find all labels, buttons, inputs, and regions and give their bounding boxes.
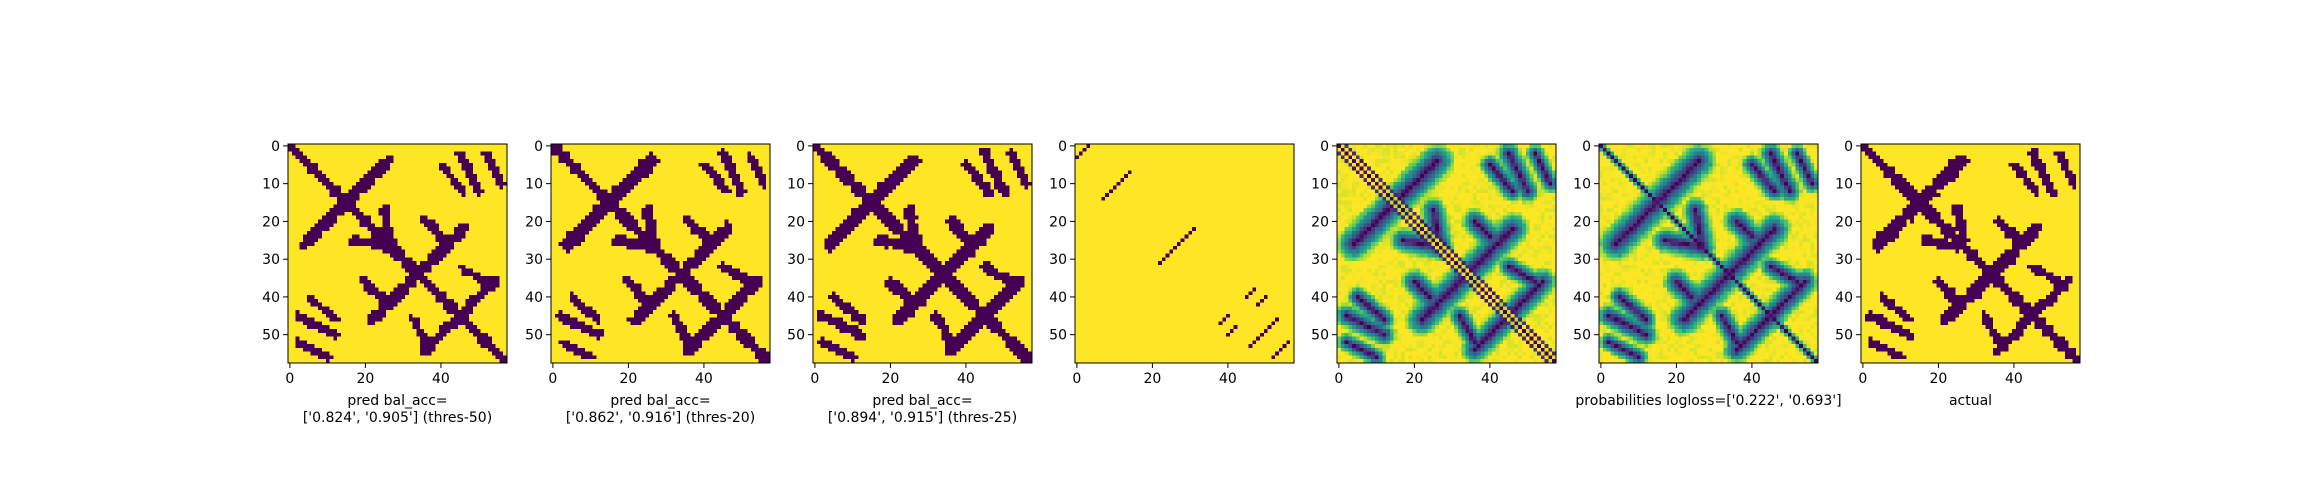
y-tick-label: 50: [1835, 328, 1853, 344]
y-tick-label: 20: [525, 214, 543, 230]
y-tick-label: 0: [271, 139, 280, 155]
heatmap-panel-p5: 0 20 40 0 10 20 30 40 50: [1311, 139, 1557, 387]
x-tick-label: 40: [1743, 371, 1761, 387]
x-tick-label: 0: [548, 371, 557, 387]
x-tick-label: 40: [432, 371, 450, 387]
y-tick-label: 0: [1320, 139, 1329, 155]
y-tick-label: 50: [525, 328, 543, 344]
panel-caption-line: probabilities logloss=['0.222', '0.693']: [1575, 393, 1841, 409]
x-tick-label: 40: [1481, 371, 1499, 387]
y-tick-label: 0: [1844, 139, 1853, 155]
y-tick-label: 40: [1835, 290, 1853, 306]
x-tick-label: 20: [1929, 371, 1947, 387]
x-tick-label: 20: [1143, 371, 1161, 387]
x-tick-label: 20: [619, 371, 637, 387]
x-tick-label: 0: [285, 371, 294, 387]
heatmap-cells: [813, 144, 1033, 364]
panel-caption-line: pred bal_acc=: [610, 393, 710, 409]
y-tick-label: 20: [1311, 214, 1329, 230]
axes-frame: [550, 143, 771, 364]
y-tick-label: 30: [1311, 252, 1329, 268]
axes-frame: [1598, 143, 1819, 364]
y-tick-label: 30: [1049, 252, 1067, 268]
y-tick-label: 0: [1058, 139, 1067, 155]
y-tick-label: 20: [787, 214, 805, 230]
panel-caption-line: ['0.824', '0.905'] (thres-50): [303, 410, 492, 426]
y-tick-label: 30: [1835, 252, 1853, 268]
y-tick-label: 10: [1049, 177, 1067, 193]
y-tick-label: 10: [1573, 177, 1591, 193]
y-tick-label: 50: [787, 328, 805, 344]
y-tick-label: 40: [525, 290, 543, 306]
axes-frame: [812, 143, 1033, 364]
y-tick-label: 50: [262, 328, 280, 344]
x-tick-label: 20: [881, 371, 899, 387]
axes-frame: [287, 143, 508, 364]
y-tick-label: 30: [262, 252, 280, 268]
x-tick-label: 40: [695, 371, 713, 387]
x-tick-label: 0: [810, 371, 819, 387]
heatmap-cells: [1337, 144, 1557, 364]
x-tick-label: 40: [2005, 371, 2023, 387]
x-tick-label: 0: [1334, 371, 1343, 387]
y-tick-label: 50: [1049, 328, 1067, 344]
x-tick-label: 20: [1667, 371, 1685, 387]
y-tick-label: 40: [262, 290, 280, 306]
heatmap-cells: [288, 144, 508, 364]
x-tick-label: 20: [356, 371, 374, 387]
y-tick-label: 40: [787, 290, 805, 306]
y-tick-label: 0: [1582, 139, 1591, 155]
heatmap-cells: [1599, 144, 1819, 364]
x-tick-label: 40: [957, 371, 975, 387]
heatmap-panel-p3: 0 20 40 0 10 20 30 40 50 pred bal_acc=['0.894', '…: [787, 139, 1033, 426]
x-tick-label: 0: [1858, 371, 1867, 387]
panel-caption-line: actual: [1949, 393, 1992, 409]
axes-frame: [1860, 143, 2081, 364]
y-tick-label: 50: [1573, 328, 1591, 344]
y-tick-label: 10: [787, 177, 805, 193]
heatmap-panel-p6: 0 20 40 0 10 20 30 40 50 probabilities logloss=['…: [1573, 139, 1841, 409]
axes-frame: [1336, 143, 1557, 364]
y-tick-label: 10: [262, 177, 280, 193]
heatmap-panel-p4: 0 20 40 0 10 20 30 40 50: [1049, 139, 1295, 387]
heatmap-cells: [1075, 144, 1295, 364]
y-tick-label: 20: [1049, 214, 1067, 230]
y-tick-label: 0: [796, 139, 805, 155]
y-tick-label: 50: [1311, 328, 1329, 344]
heatmap-panel-p7: 0 20 40 0 10 20 30 40 50 actual: [1835, 139, 2081, 409]
y-tick-label: 30: [525, 252, 543, 268]
x-tick-label: 0: [1596, 371, 1605, 387]
x-tick-label: 40: [1219, 371, 1237, 387]
y-tick-label: 20: [1835, 214, 1853, 230]
panel-caption-line: ['0.862', '0.916'] (thres-20): [566, 410, 755, 426]
y-tick-label: 10: [1311, 177, 1329, 193]
y-tick-label: 10: [1835, 177, 1853, 193]
x-tick-label: 20: [1405, 371, 1423, 387]
heatmap-panel-p2: 0 20 40 0 10 20 30 40 50 pred bal_acc=['0.862', '…: [525, 139, 771, 426]
y-tick-label: 0: [534, 139, 543, 155]
panel-caption-line: ['0.894', '0.915'] (thres-25): [828, 410, 1017, 426]
y-tick-label: 40: [1573, 290, 1591, 306]
heatmap-cells: [1861, 144, 2081, 364]
panel-caption-line: pred bal_acc=: [347, 393, 447, 409]
y-tick-label: 40: [1311, 290, 1329, 306]
panel-caption-line: pred bal_acc=: [872, 393, 972, 409]
y-tick-label: 30: [787, 252, 805, 268]
y-tick-label: 20: [262, 214, 280, 230]
y-tick-label: 20: [1573, 214, 1591, 230]
x-tick-label: 0: [1072, 371, 1081, 387]
axes-frame: [1074, 143, 1295, 364]
y-tick-label: 30: [1573, 252, 1591, 268]
heatmap-cells: [551, 144, 771, 364]
y-tick-label: 40: [1049, 290, 1067, 306]
heatmap-panel-p1: 0 20 40 0 10 20 30 40 50 pred bal_acc=['0.824', '…: [262, 139, 508, 426]
y-tick-label: 10: [525, 177, 543, 193]
